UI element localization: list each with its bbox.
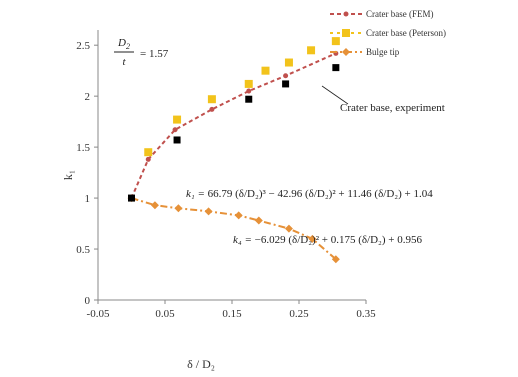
point-crater-base-fem [172, 127, 178, 133]
point-crater-base-peterson [207, 95, 216, 104]
legend-marker-crater-base-peterson [342, 29, 350, 37]
plot-area [127, 37, 340, 264]
point-crater-base-fem [283, 73, 289, 79]
equation-k1-rhs: 66.79 (δ/D₂)³ − 42.96 (δ/D₂)² + 11.46 (δ… [208, 188, 434, 200]
equation-k1: k₁ = 66.79 (δ/D₂)³ − 42.96 (δ/D₂)² + 11.… [186, 188, 433, 200]
point-bulge-tip [254, 216, 263, 225]
svg-text:D2: D2 [117, 37, 130, 51]
point-crater-base-fem [209, 106, 215, 112]
x-tick-label: 0.35 [356, 308, 376, 320]
point-bulge-tip [308, 234, 317, 243]
y-tick-label: 2 [85, 91, 91, 103]
point-crater-base-peterson [173, 115, 182, 124]
ticks: -0.05 0.05 0.15 0.25 0.35 0 0.5 1 1.5 2 2.5 [76, 40, 376, 320]
equation-k4-rhs: −6.029 (δ/D₂)² + 0.175 (δ/D₂) + 0.956 [255, 234, 423, 246]
point-crater-base-experiment [173, 136, 181, 144]
point-bulge-tip [331, 255, 340, 264]
point-bulge-tip [204, 207, 213, 216]
point-crater-base-experiment [282, 80, 290, 88]
y-tick-label: 1.5 [76, 142, 90, 154]
point-bulge-tip [174, 204, 183, 213]
point-crater-base-peterson [144, 148, 153, 157]
point-crater-base-peterson [331, 37, 340, 46]
y-tick-label: 2.5 [76, 40, 90, 52]
ratio-denominator: t [122, 56, 126, 68]
y-tick-label: 1 [85, 193, 91, 205]
legend-marker-crater-base-fem [343, 11, 349, 17]
ratio-numerator: D [117, 37, 126, 49]
point-crater-base-experiment [332, 64, 340, 72]
legend-label: Crater base (Peterson) [366, 28, 446, 38]
point-crater-base-experiment [128, 194, 135, 202]
equation-k1-lhs: k₁ = [186, 188, 208, 200]
point-bulge-tip [284, 224, 293, 233]
point-crater-base-peterson [261, 66, 270, 75]
ratio-value: = 1.57 [140, 48, 169, 60]
experiment-label: Crater base, experiment [340, 102, 445, 114]
experiment-arrow [321, 85, 349, 105]
y-tick-label: 0.5 [76, 244, 90, 256]
ratio-annotation: D2 t = 1.57 [114, 37, 169, 68]
point-crater-base-peterson [284, 58, 293, 67]
legend-label: Crater base (FEM) [366, 9, 433, 19]
x-tick-label: 0.15 [222, 308, 242, 320]
point-bulge-tip [150, 201, 159, 210]
x-tick-label: 0.05 [155, 308, 175, 320]
x-tick-label: -0.05 [87, 308, 110, 320]
legend: Crater base (FEM) Crater base (Peterson) B… [330, 9, 446, 57]
point-crater-base-peterson [307, 46, 316, 55]
point-crater-base-experiment [245, 95, 253, 103]
point-crater-base-peterson [244, 79, 253, 88]
point-crater-base-fem [145, 156, 151, 162]
point-bulge-tip [234, 211, 243, 220]
equation-k4: k₄ = −6.029 (δ/D₂)² + 0.175 (δ/D₂) + 0.9… [233, 234, 422, 246]
legend-label: Bulge tip [366, 47, 400, 57]
legend-marker-bulge-tip [342, 48, 350, 56]
equation-k4-lhs: k₄ = [233, 234, 255, 246]
x-axis-label: δ / D₂ [187, 357, 215, 371]
y-tick-label: 0 [85, 295, 91, 307]
ratio-numerator-sub: 2 [126, 42, 130, 51]
y-axis-label: k₁ [61, 170, 75, 180]
x-tick-label: 0.25 [289, 308, 309, 320]
point-crater-base-fem [246, 88, 252, 94]
